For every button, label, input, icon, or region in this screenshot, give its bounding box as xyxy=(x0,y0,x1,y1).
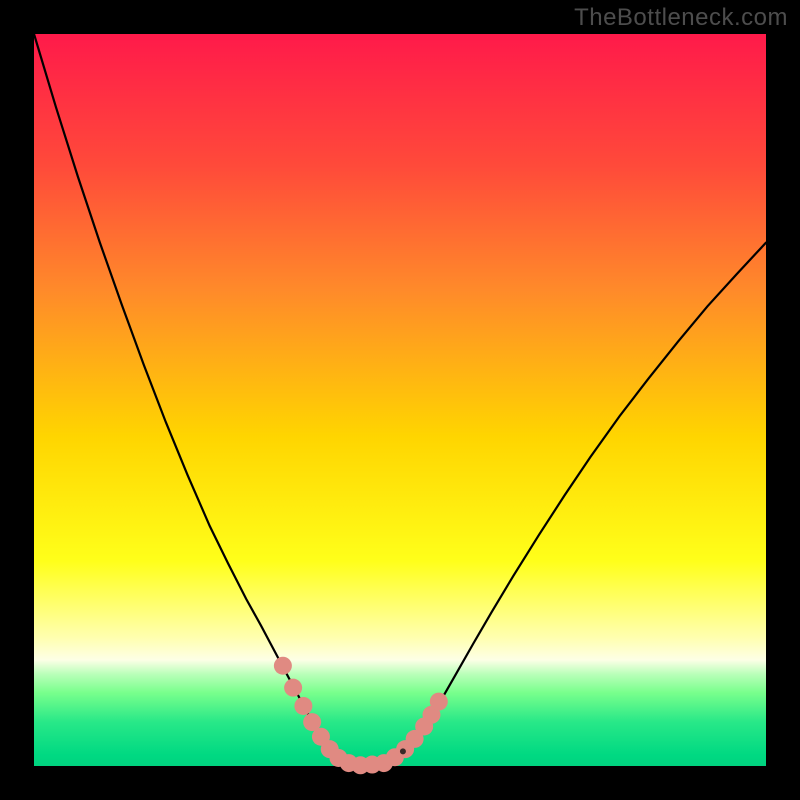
highlight-dot-left xyxy=(294,697,312,715)
plot-background xyxy=(34,34,766,766)
bottleneck-chart xyxy=(0,0,800,800)
highlight-dot-right xyxy=(430,693,448,711)
floor-marker-dot xyxy=(400,748,406,754)
chart-root: TheBottleneck.com xyxy=(0,0,800,800)
watermark-text: TheBottleneck.com xyxy=(574,4,788,32)
highlight-dot-left xyxy=(284,679,302,697)
highlight-dot-left xyxy=(274,657,292,675)
